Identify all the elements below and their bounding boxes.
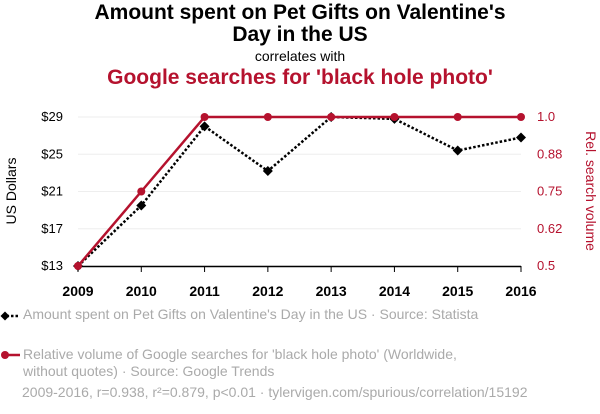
x-tick-label: 2010 [126, 283, 157, 299]
y-tick-label-right: 0.62 [537, 221, 562, 236]
chart-title: Amount spent on Pet Gifts on Valentine's… [0, 2, 600, 46]
chart-subtitle: correlates with [254, 48, 346, 64]
legend-marker-pet-gifts [0, 311, 20, 321]
y-tick-label-left: $25 [41, 146, 63, 161]
data-point-diamond [452, 145, 463, 156]
data-point-diamond [516, 132, 526, 143]
legend-marker-search [1, 351, 20, 359]
y-tick-label-left: $13 [41, 258, 63, 273]
y-tick-label-right: 0.5 [537, 258, 555, 273]
data-point-circle [263, 113, 272, 121]
chart-title-line1: Amount spent on Pet Gifts on Valentine's [94, 1, 506, 24]
chart-title-line2: Day in the US [232, 23, 368, 46]
data-point-diamond [262, 166, 273, 177]
y-axis-label-left: US Dollars [3, 158, 19, 225]
y-tick-label-right: 0.75 [537, 184, 562, 199]
series [73, 112, 526, 271]
x-tick-label: 2014 [379, 283, 410, 299]
data-point-circle [517, 113, 525, 121]
y-axis-label-right: Rel. search volume [583, 131, 599, 251]
legend-label-pet-gifts: Amount spent on Pet Gifts on Valentine's… [23, 306, 479, 322]
x-tick-label: 2012 [252, 283, 283, 299]
data-point-circle [390, 113, 399, 121]
x-tick-label: 2015 [442, 283, 473, 299]
y-tick-label-right: 1.0 [537, 109, 555, 124]
y-tick-label-left: $29 [41, 109, 63, 124]
y-tick-label-left: $17 [41, 221, 63, 236]
axes [77, 265, 522, 272]
x-tick-label: 2009 [62, 283, 93, 299]
data-point-circle [453, 113, 462, 121]
data-point-circle [200, 113, 209, 121]
x-tick-label: 2011 [189, 283, 220, 299]
y-tick-label-right: 0.88 [537, 146, 562, 161]
data-point-diamond [199, 121, 210, 132]
series-line-1 [77, 115, 521, 267]
footer-stats: 2009-2016, r=0.938, r²=0.879, p<0.01 · t… [22, 384, 528, 400]
chart-title-secondary: Google searches for 'black hole photo' [107, 66, 493, 89]
ticks: 2009 2010 2011 2012 2013 2014 2015 2016 $13 $17 $2… [41, 109, 562, 299]
data-point-diamond [136, 200, 147, 211]
data-point-circle [327, 113, 336, 121]
legend-label-search: Relative volume of Google searches for '… [23, 346, 457, 379]
x-tick-label: 2013 [316, 283, 347, 299]
series-line-0 [77, 115, 522, 267]
data-point-circle [74, 262, 82, 270]
x-tick-label: 2016 [505, 283, 536, 299]
data-point-circle [137, 187, 146, 196]
y-tick-label-left: $21 [41, 184, 63, 199]
